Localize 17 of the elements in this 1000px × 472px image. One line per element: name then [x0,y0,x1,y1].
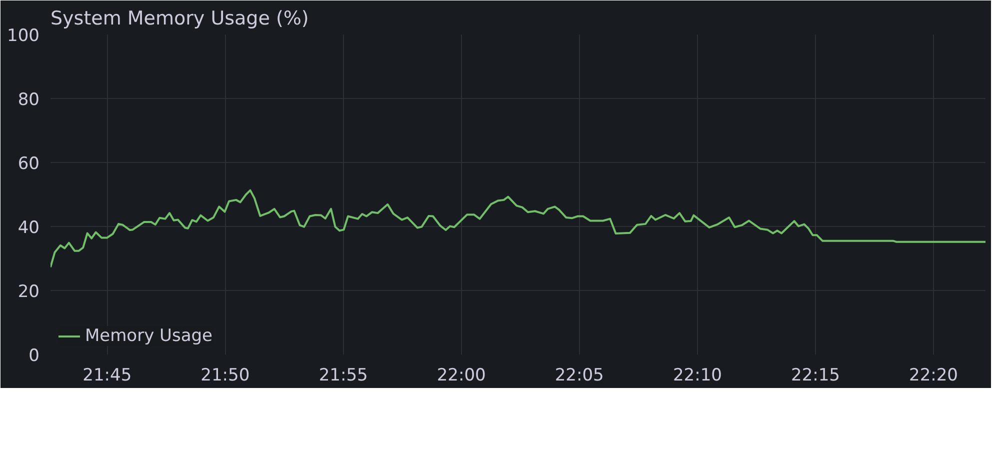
chart-title: System Memory Usage (%) [50,8,309,30]
x-tick-label: 22:05 [554,366,604,386]
y-tick-label: 100 [7,26,40,46]
x-tick-label: 21:55 [318,366,368,386]
line-series [50,189,986,268]
x-tick-label: 22:00 [436,366,486,386]
y-tick-label: 20 [18,282,40,302]
legend-label: Memory Usage [85,326,213,346]
y-tick-label: 60 [18,154,40,174]
x-tick-label: 21:50 [200,366,250,386]
y-tick-label: 80 [18,90,40,110]
y-tick-label: 40 [18,218,40,238]
x-tick-label: 21:45 [82,366,132,386]
y-tick-label: 0 [28,346,40,366]
x-tick-label: 22:20 [909,366,958,386]
x-tick-label: 22:15 [791,366,840,386]
x-tick-label: 22:10 [672,366,722,386]
